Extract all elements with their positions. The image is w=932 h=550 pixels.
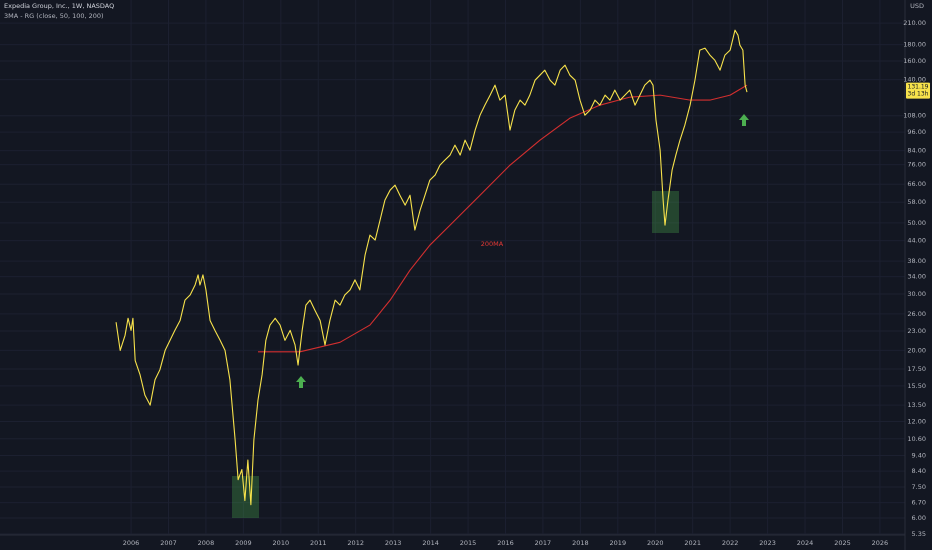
series-line [257, 84, 748, 353]
y-tick-label: 180.00 [903, 41, 926, 49]
x-tick-label: 2010 [273, 539, 290, 547]
y-tick-label: 76.00 [907, 161, 926, 169]
y-tick-label: 66.00 [907, 180, 926, 188]
x-tick-label: 2025 [834, 539, 851, 547]
x-tick-label: 2009 [235, 539, 252, 547]
y-tick-label: 6.00 [912, 514, 926, 522]
y-tick-label: 20.00 [907, 346, 926, 354]
axes: 210.00 180.00 160.00 140.00 108.00 96.00 84.00… [123, 19, 930, 547]
grid [0, 0, 905, 535]
x-tick-label: 2026 [872, 539, 889, 547]
y-tick-label: 12.00 [907, 418, 926, 426]
y-tick-label: 15.50 [907, 382, 926, 390]
x-tick-label: 2008 [198, 539, 215, 547]
y-tick-label: 5.35 [912, 530, 926, 538]
y-tick-label: 26.00 [907, 310, 926, 318]
y-tick-label: 50.00 [907, 219, 926, 227]
y-tick-label: 58.00 [907, 198, 926, 206]
x-tick-label: 2006 [123, 539, 140, 547]
y-tick-label: 23.00 [907, 327, 926, 335]
y-tick-label: 140.00 [903, 76, 926, 84]
x-tick-label: 2016 [497, 539, 514, 547]
x-tick-label: 2017 [535, 539, 552, 547]
y-tick-label: 7.50 [912, 483, 926, 491]
up-arrow [739, 114, 749, 126]
countdown-label: 3d 13h [908, 91, 929, 98]
x-tick-label: 2019 [610, 539, 627, 547]
price-label: 131.19 [908, 84, 929, 91]
plot [115, 29, 748, 506]
x-tick-label: 2023 [759, 539, 776, 547]
annotation: 200MA [481, 240, 504, 248]
x-tick-label: 2022 [722, 539, 739, 547]
y-tick-label: 13.50 [907, 401, 926, 409]
x-tick-label: 2012 [347, 539, 364, 547]
y-tick-label: 96.00 [907, 128, 926, 136]
x-tick-label: 2015 [460, 539, 477, 547]
y-tick-label: 38.00 [907, 257, 926, 265]
x-tick-label: 2014 [422, 539, 439, 547]
y-tick-label: 30.00 [907, 290, 926, 298]
y-tick-label: 10.60 [907, 435, 926, 443]
y-tick-label: 6.70 [912, 499, 926, 507]
x-tick-label: 2013 [385, 539, 402, 547]
x-tick-label: 2007 [160, 539, 177, 547]
x-tick-label: 2024 [797, 539, 814, 547]
y-axis-label: USD [910, 2, 924, 10]
x-tick-label: 2020 [647, 539, 664, 547]
price-label-box [906, 82, 930, 99]
y-tick-label: 17.50 [907, 365, 926, 373]
chart-title: Expedia Group, Inc., 1W, NASDAQ [4, 2, 114, 10]
y-tick-label: 34.00 [907, 273, 926, 281]
x-tick-label: 2011 [310, 539, 327, 547]
y-tick-label: 108.00 [903, 112, 926, 120]
y-tick-label: 9.40 [912, 452, 926, 460]
y-tick-label: 210.00 [903, 19, 926, 27]
indicator-label: 3MA - RG (close, 50, 100, 200) [4, 12, 104, 20]
x-tick-label: 2018 [572, 539, 589, 547]
series-line [115, 29, 748, 506]
up-arrow [296, 376, 306, 388]
highlight-box [652, 191, 679, 233]
y-tick-label: 8.40 [912, 467, 926, 475]
y-tick-label: 44.00 [907, 237, 926, 245]
y-tick-label: 84.00 [907, 147, 926, 155]
y-tick-label: 160.00 [903, 57, 926, 65]
x-tick-label: 2021 [684, 539, 701, 547]
